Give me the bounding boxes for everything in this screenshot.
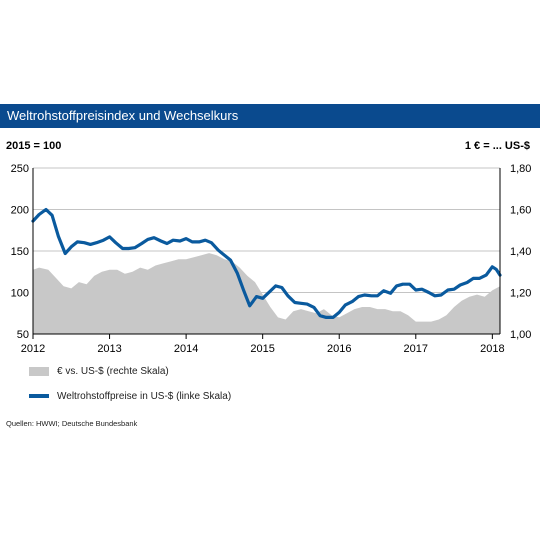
legend-item-line: Weltrohstoffpreise in US-$ (linke Skala) [29,389,231,403]
x-tick-label: 2017 [404,343,428,355]
legend-swatch-area [29,366,49,376]
x-tick-label: 2015 [250,343,274,355]
axes [32,168,501,339]
x-tick-label: 2014 [174,343,198,355]
right-tick-label: 1,60 [510,205,531,217]
chart-title: Weltrohstoffpreisindex und Wechselkurs [0,104,540,128]
right-axis-unit: 1 € = ... US-$ [464,140,530,152]
area-series-layer [33,253,500,334]
line-series-commodity-prices [31,207,502,319]
x-tick-label: 2016 [327,343,351,355]
x-tick-label: 2012 [21,343,45,355]
tick-labels: 250 200 150 100 50 1,80 1,60 1,40 1,20 1,00 2012 20… [11,163,532,355]
left-axis-unit: 2015 = 100 [6,140,62,152]
legend-label-line: Weltrohstoffpreise in US-$ (linke Skala) [57,390,232,402]
right-tick-label: 1,80 [510,163,531,175]
source-note: Quellen: HWWI; Deutsche Bundesbank [6,419,138,428]
legend-swatch-line [29,394,49,398]
x-tick-label: 2013 [97,343,121,355]
right-tick-label: 1,20 [510,288,531,300]
right-tick-label: 1,00 [510,329,531,341]
x-tick-label: 2018 [480,343,504,355]
right-tick-label: 1,40 [510,246,531,258]
legend-label-area: € vs. US-$ (rechte Skala) [57,365,169,377]
left-tick-label: 150 [11,246,29,258]
left-tick-label: 100 [11,288,29,300]
line-series-layer [31,207,502,319]
left-tick-label: 200 [11,205,29,217]
left-tick-label: 50 [17,329,29,341]
left-tick-label: 250 [11,163,29,175]
area-series-eur-usd [33,253,500,334]
legend-item-area: € vs. US-$ (rechte Skala) [29,364,169,378]
